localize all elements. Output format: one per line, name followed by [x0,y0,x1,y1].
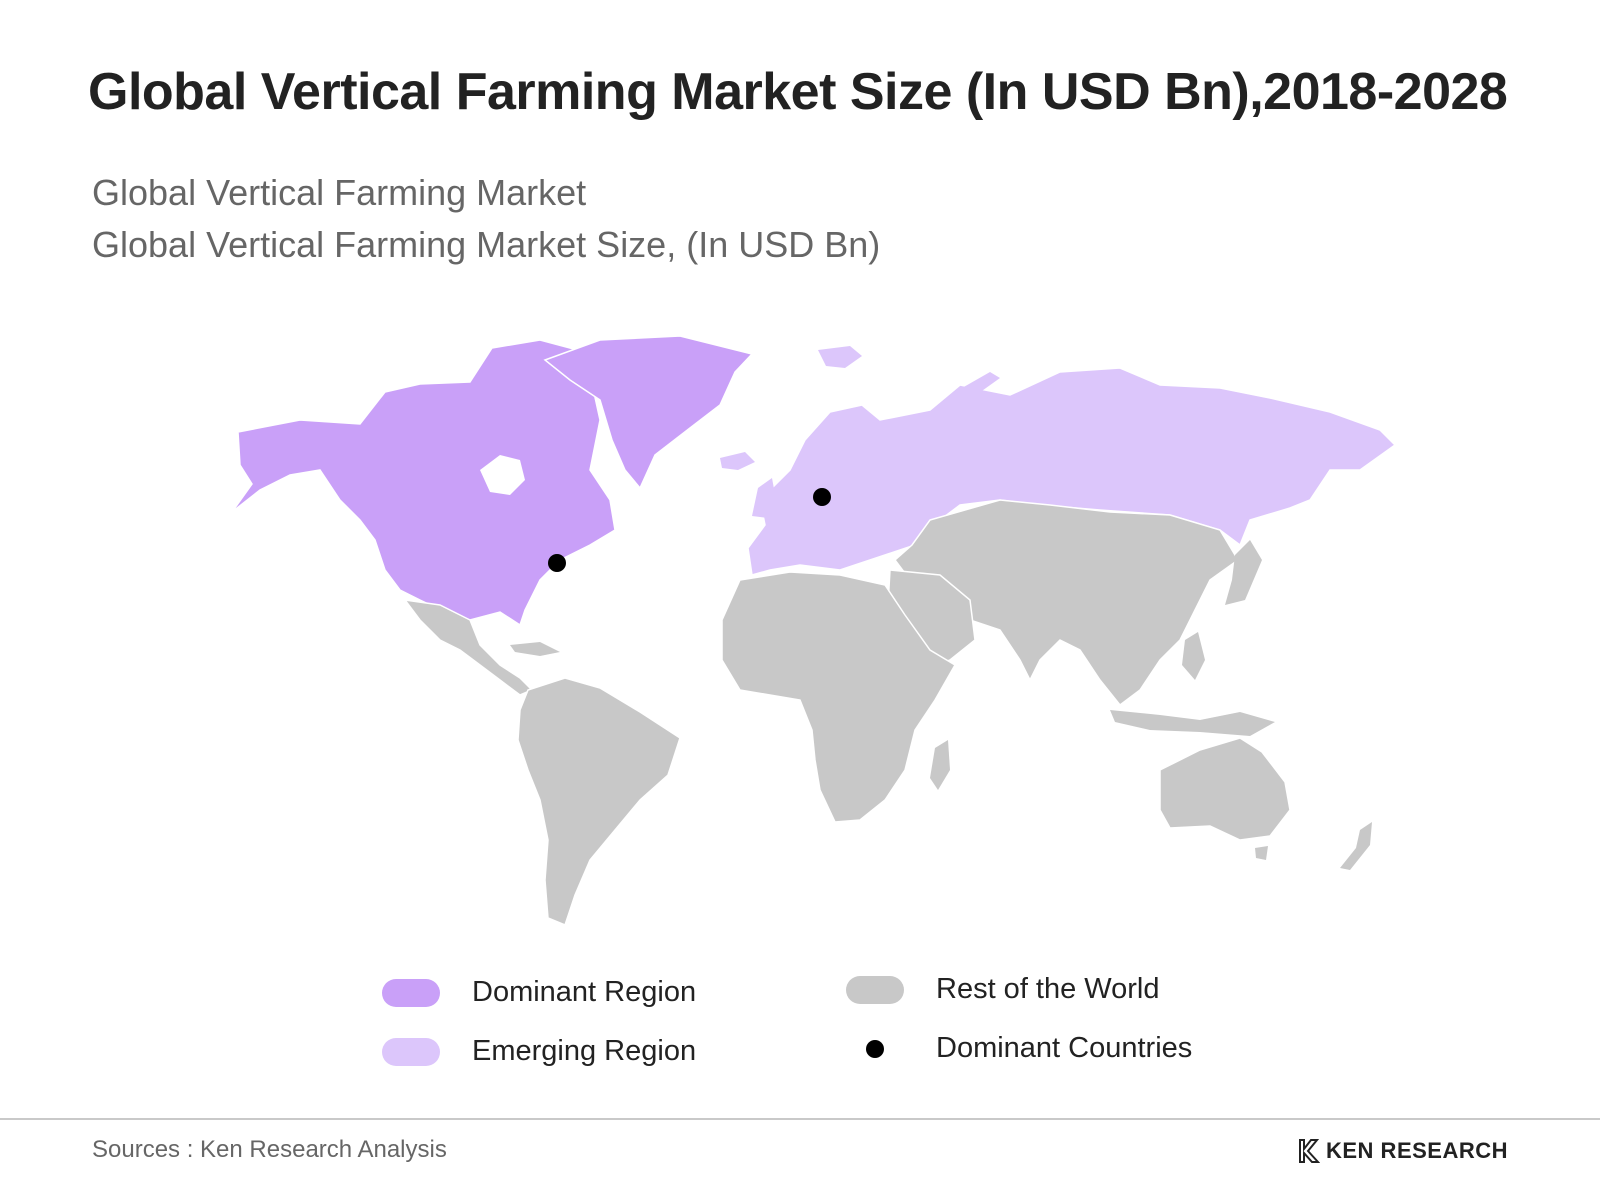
ken-research-logo: KEN RESEARCH [1298,1138,1508,1164]
hudson-bay [480,455,525,495]
legend-rest-swatch [846,975,904,1004]
region-svalbard [818,346,862,368]
region-australia [1159,737,1291,841]
ken-research-logo-icon [1299,1139,1320,1163]
region-uk [752,478,776,518]
legend-emerging-swatch [382,1037,440,1066]
footer-divider [0,1118,1600,1120]
page-title: Global Vertical Farming Market Size (In … [88,63,1508,121]
chart-subtitle-units: Global Vertical Farming Market Size, (In… [92,224,881,265]
region-greenland [543,335,754,490]
region-philippines [1182,632,1205,680]
source-note: Sources : Ken Research Analysis [92,1136,447,1163]
region-north-america [231,339,616,627]
region-tasmania [1255,846,1268,860]
legend-dominant-label: Dominant Region [472,976,697,1008]
dominant-country-marker-germany [813,488,831,506]
region-south-america [517,677,681,926]
legend-rest-of-world: Rest of the World [846,973,1160,1006]
region-indonesia [1110,710,1275,736]
dominant-country-marker-usa [548,554,566,572]
legend-emerging-region: Emerging Region [382,1035,696,1068]
legend-emerging-label: Emerging Region [472,1035,697,1067]
region-africa [721,571,957,823]
region-japan [1225,540,1262,605]
region-europe-russia [747,367,1397,576]
legend-dot-swatch [846,1035,904,1063]
world-map [231,335,1397,926]
region-madagascar [930,740,950,790]
region-iceland [720,452,755,470]
region-mexico-central-america [403,599,534,696]
legend-dominant-region: Dominant Region [382,976,696,1009]
region-caribbean [510,642,560,656]
legend-dominant-countries: Dominant Countries [846,1032,1192,1065]
region-new-zealand [1340,822,1372,870]
logo-text: KEN RESEARCH [1326,1138,1509,1163]
legend-countries-label: Dominant Countries [936,1032,1193,1064]
legend-dominant-swatch [382,978,440,1007]
chart-subtitle: Global Vertical Farming Market [92,172,587,213]
region-novaya-zemlya [955,372,1000,398]
legend-rest-label: Rest of the World [936,973,1160,1005]
